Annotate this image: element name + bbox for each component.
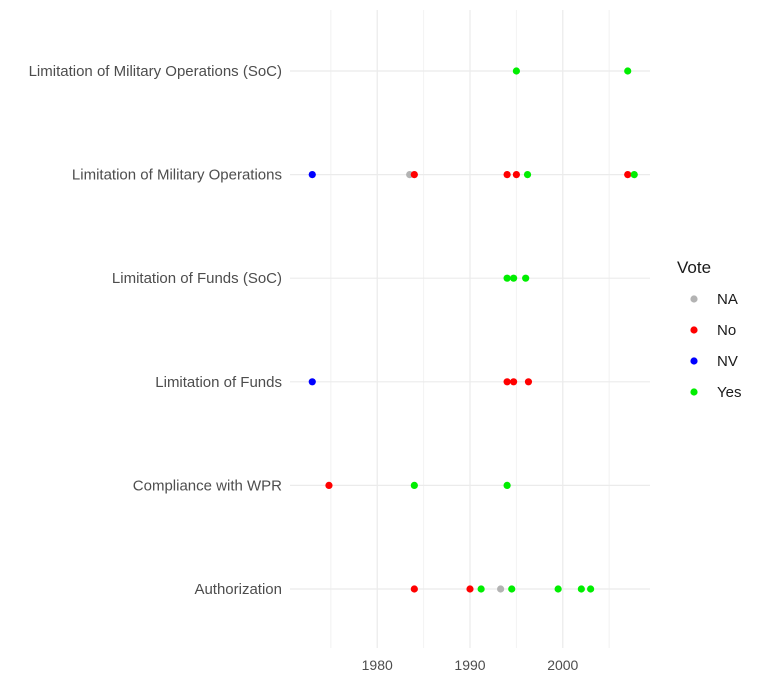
data-point-no (503, 171, 511, 179)
data-point-yes (522, 274, 530, 282)
y-tick-label: Compliance with WPR (133, 477, 282, 494)
x-tick-label: 1980 (362, 657, 393, 673)
x-tick-label: 1990 (454, 657, 485, 673)
data-point-yes (587, 585, 595, 593)
data-point-yes (410, 481, 418, 489)
y-tick-label: Authorization (194, 581, 282, 598)
y-tick-label: Limitation of Funds (155, 374, 282, 391)
legend-label: No (717, 322, 736, 339)
legend-label: Yes (717, 384, 741, 401)
data-point-yes (510, 274, 518, 282)
legend-key-nv (690, 357, 698, 365)
y-axis-labels: Authorization Compliance with WPR Limitati… (29, 63, 283, 598)
data-point-yes (523, 171, 532, 179)
legend-label: NV (717, 353, 738, 370)
x-axis-labels: 1980 1990 2000 (362, 657, 579, 673)
data-point-yes (577, 585, 585, 593)
data-point-yes (508, 585, 516, 593)
data-point-no (503, 378, 511, 386)
data-point-no (410, 171, 418, 179)
data-point-no (510, 378, 518, 386)
data-point-no (466, 585, 474, 593)
legend-key-no (690, 326, 698, 334)
data-point-no (624, 171, 632, 179)
grid (290, 10, 650, 648)
data-point-na (497, 585, 505, 593)
y-tick-label: Limitation of Military Operations (SoC) (29, 63, 282, 80)
data-point-yes (624, 67, 632, 75)
data-point-no (410, 585, 418, 593)
legend-label: NA (717, 291, 738, 308)
x-tick-label: 2000 (547, 657, 578, 673)
y-tick-label: Limitation of Funds (SoC) (112, 270, 282, 287)
y-tick-label: Limitation of Military Operations (72, 167, 282, 184)
data-point-yes (477, 585, 485, 593)
data-point-yes (554, 585, 562, 593)
legend: Vote NA No NV Yes (677, 258, 741, 401)
data-points (308, 67, 638, 593)
data-point-nv (308, 171, 316, 179)
data-point-yes (512, 67, 520, 75)
legend-key-yes (690, 388, 698, 396)
data-point-no (512, 171, 520, 179)
data-point-no (325, 481, 333, 489)
data-point-yes (630, 171, 638, 179)
legend-key-na (690, 295, 698, 303)
legend-title: Vote (677, 258, 711, 277)
data-point-nv (308, 378, 316, 386)
data-point-yes (503, 274, 511, 282)
data-point-no (524, 378, 533, 386)
data-point-yes (503, 481, 511, 489)
